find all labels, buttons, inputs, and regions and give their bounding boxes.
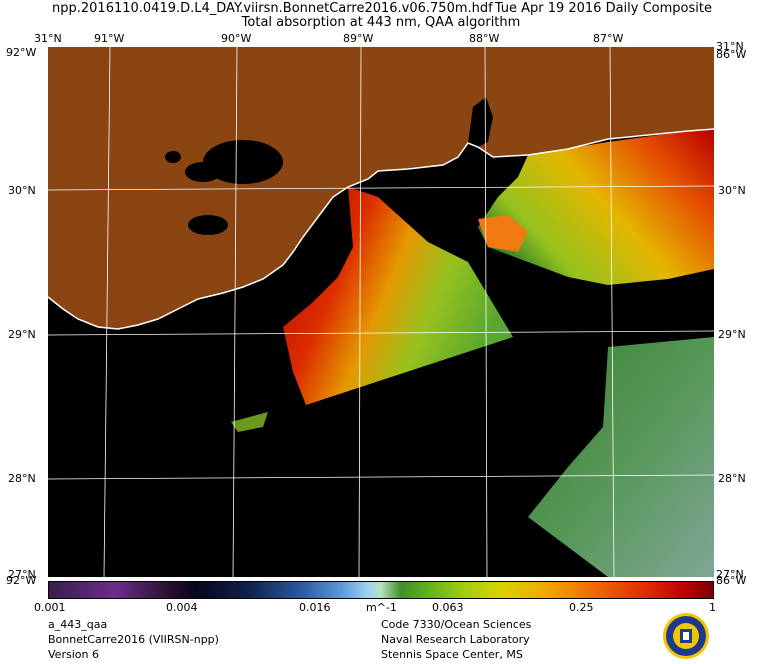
colorbar-tick-0-001: 0.001 bbox=[34, 601, 66, 614]
lon-label-90w: 90°W bbox=[221, 32, 252, 45]
corner-lon-bottom-left: 92°W bbox=[6, 574, 37, 587]
lat-label-28n-left: 28°N bbox=[8, 472, 36, 485]
coastal-turbid-region bbox=[478, 129, 714, 285]
file-title: npp.2016110.0419.D.L4_DAY.viirsn.BonnetC… bbox=[52, 1, 493, 16]
corner-lat-top-right: 31°N bbox=[716, 40, 744, 53]
footer-left: a_443_qaa BonnetCarre2016 (VIIRSN-npp) V… bbox=[48, 617, 219, 662]
lon-label-89w: 89°W bbox=[343, 32, 374, 45]
coastline bbox=[48, 128, 714, 330]
footer-right-code: Code 7330/Ocean Sciences bbox=[381, 618, 532, 631]
river-plume bbox=[283, 187, 513, 405]
lat-label-30n-left: 30°N bbox=[8, 184, 36, 197]
lon-label-87w: 87°W bbox=[593, 32, 624, 45]
nrl-seal-logo bbox=[663, 613, 709, 659]
corner-lat-bottom-right: 27°N bbox=[716, 568, 744, 581]
colorbar bbox=[48, 581, 714, 599]
corner-lat-bottom-left: 27°N bbox=[8, 568, 36, 581]
footer-right-location: Stennis Space Center, MS bbox=[381, 648, 523, 661]
footer-left-product: a_443_qaa bbox=[48, 618, 108, 631]
date-title: Tue Apr 19 2016 Daily Composite bbox=[494, 1, 712, 16]
colorbar-tick-1: 1 bbox=[709, 601, 716, 614]
corner-lat-top-left: 31°N bbox=[34, 32, 62, 45]
land-area bbox=[48, 47, 714, 329]
map-panel bbox=[48, 47, 714, 577]
footer-left-version: Version 6 bbox=[48, 648, 99, 661]
corner-lon-top-left: 92°W bbox=[6, 46, 37, 59]
product-title: Total absorption at 443 nm, QAA algorith… bbox=[241, 15, 521, 30]
colorbar-tick-0-016: 0.016 bbox=[299, 601, 331, 614]
corner-lon-bottom-right: 86°W bbox=[716, 574, 747, 587]
colorbar-tick-0-063: 0.063 bbox=[432, 601, 464, 614]
lat-label-30n-right: 30°N bbox=[718, 184, 746, 197]
colorbar-units: m^-1 bbox=[366, 601, 397, 614]
lat-label-28n-right: 28°N bbox=[718, 472, 746, 485]
footer-right: Code 7330/Ocean Sciences Naval Research … bbox=[381, 617, 531, 662]
colorbar-tick-0-25: 0.25 bbox=[569, 601, 594, 614]
lat-label-29n-right: 29°N bbox=[718, 328, 746, 341]
corner-lon-top-right: 86°W bbox=[716, 48, 747, 61]
footer-right-lab: Naval Research Laboratory bbox=[381, 633, 530, 646]
graticule bbox=[48, 47, 714, 577]
lon-label-88w: 88°W bbox=[469, 32, 500, 45]
lat-label-29n-left: 29°N bbox=[8, 328, 36, 341]
colorbar-tick-0-004: 0.004 bbox=[166, 601, 198, 614]
footer-left-dataset: BonnetCarre2016 (VIIRSN-npp) bbox=[48, 633, 219, 646]
satellite-swath bbox=[528, 337, 714, 577]
lon-label-91w: 91°W bbox=[94, 32, 125, 45]
